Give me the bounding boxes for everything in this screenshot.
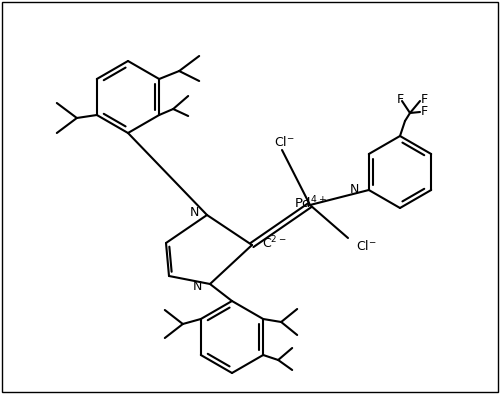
Text: Cl$^{-}$: Cl$^{-}$ bbox=[274, 135, 294, 149]
Text: N: N bbox=[350, 182, 359, 195]
Text: F: F bbox=[420, 104, 428, 117]
Text: N: N bbox=[192, 281, 202, 294]
Text: F: F bbox=[396, 93, 404, 106]
Text: F: F bbox=[420, 93, 428, 106]
Text: N: N bbox=[190, 206, 199, 219]
Text: Pd$^{4+}$: Pd$^{4+}$ bbox=[294, 195, 326, 211]
Text: C$^{2-}$: C$^{2-}$ bbox=[262, 235, 286, 251]
Text: Cl$^{-}$: Cl$^{-}$ bbox=[356, 239, 376, 253]
